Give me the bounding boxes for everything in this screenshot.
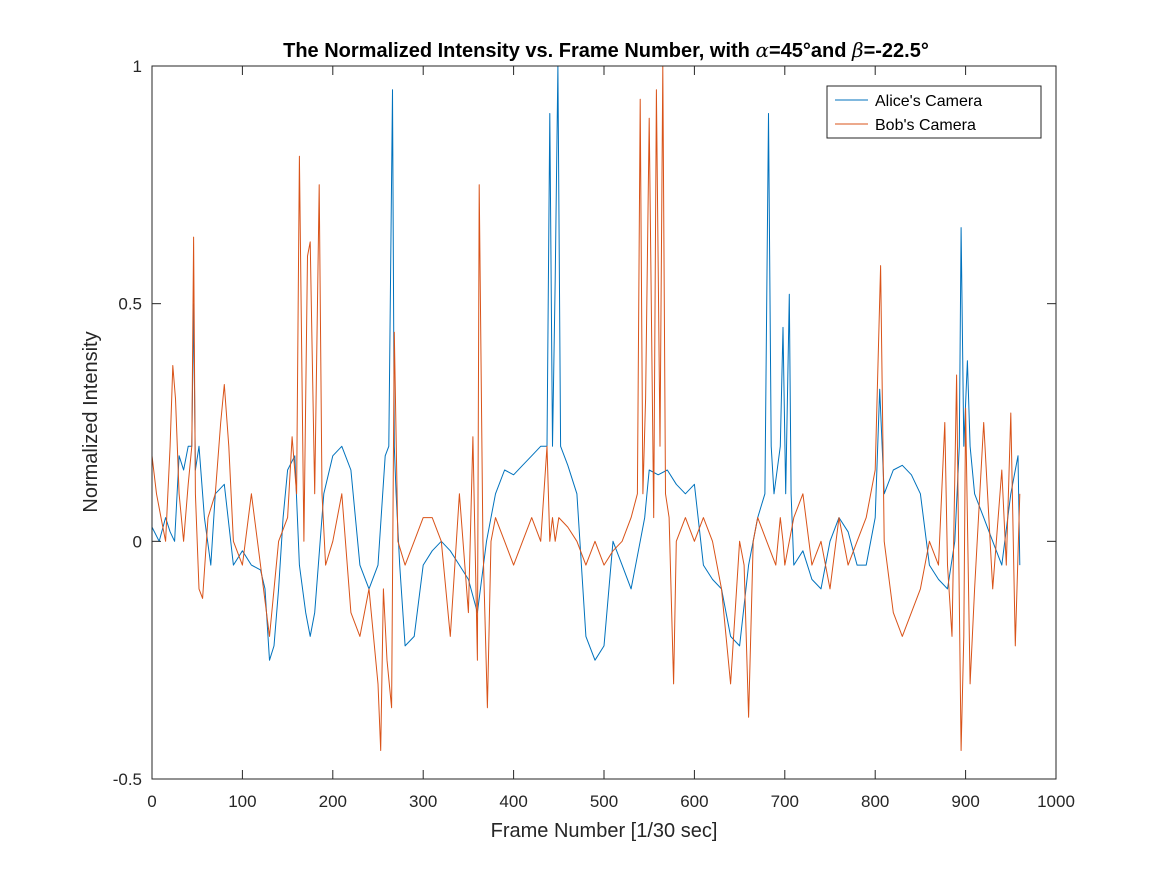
x-axis-ticks: 0 100 200 300 400 500 600 700 800 900 1000 xyxy=(147,66,1075,811)
y-tick-label: 0 xyxy=(133,532,142,551)
series-layer xyxy=(152,66,1021,751)
x-tick-label: 1000 xyxy=(1037,792,1075,811)
x-tick-label: 400 xyxy=(499,792,527,811)
x-tick-label: 700 xyxy=(771,792,799,811)
chart-title-beta-value: =-22.5° xyxy=(864,40,929,62)
x-axis-label: Frame Number [1/30 sec] xyxy=(491,820,718,842)
chart-title: The Normalized Intensity vs. Frame Numbe… xyxy=(283,38,929,62)
y-axis-label: Normalized Intensity xyxy=(80,331,102,512)
x-tick-label: 800 xyxy=(861,792,889,811)
y-tick-label: 0.5 xyxy=(118,295,142,314)
series-line-1 xyxy=(152,66,1021,661)
chart-title-alpha-value: =45°and xyxy=(769,40,852,62)
chart-title-prefix: The Normalized Intensity vs. Frame Numbe… xyxy=(283,40,755,62)
y-axis-ticks: -0.5 0 0.5 1 xyxy=(113,57,1056,789)
legend: Alice's Camera Bob's Camera xyxy=(826,85,1042,139)
legend-entry-1: Alice's Camera xyxy=(875,93,982,110)
y-tick-label: 1 xyxy=(133,57,142,76)
x-tick-label: 100 xyxy=(228,792,256,811)
series-line-2 xyxy=(152,66,1021,751)
x-tick-label: 0 xyxy=(147,792,156,811)
x-tick-label: 600 xyxy=(680,792,708,811)
legend-box xyxy=(826,85,1042,139)
legend-entry-2: Bob's Camera xyxy=(875,117,976,134)
x-tick-label: 200 xyxy=(319,792,347,811)
x-tick-label: 900 xyxy=(951,792,979,811)
chart-title-beta-symbol: β xyxy=(851,38,864,62)
chart-title-alpha-symbol: α xyxy=(755,38,769,62)
x-tick-label: 500 xyxy=(590,792,618,811)
x-tick-label: 300 xyxy=(409,792,437,811)
y-tick-label: -0.5 xyxy=(113,770,142,789)
